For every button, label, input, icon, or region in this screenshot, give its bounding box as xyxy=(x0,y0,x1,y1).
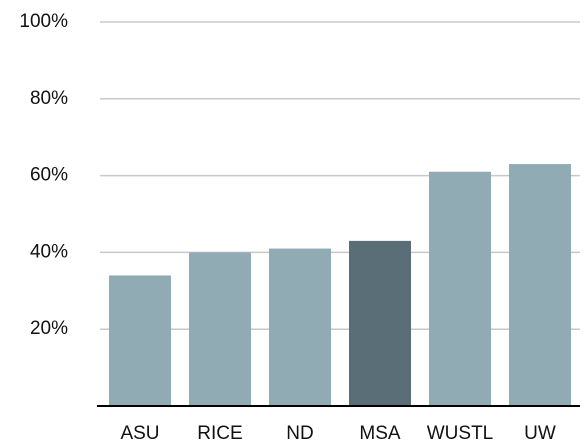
x-tick-label: RICE xyxy=(197,423,242,444)
x-tick-label: ASU xyxy=(120,423,159,444)
bar xyxy=(109,275,171,406)
x-tick-label: WUSTL xyxy=(427,423,494,444)
bar xyxy=(189,252,251,406)
y-tick-label: 40% xyxy=(30,241,68,262)
bar xyxy=(349,240,411,406)
y-tick-label: 80% xyxy=(30,88,68,109)
x-tick-label: UW xyxy=(524,423,556,444)
x-tick-label: ND xyxy=(286,423,313,444)
bar xyxy=(429,171,491,406)
y-tick-label: 60% xyxy=(30,165,68,186)
x-tick-label: MSA xyxy=(359,423,401,444)
y-tick-label: 100% xyxy=(19,11,68,32)
y-tick-label: 20% xyxy=(30,318,68,339)
bar xyxy=(509,164,571,406)
bar xyxy=(269,248,331,406)
